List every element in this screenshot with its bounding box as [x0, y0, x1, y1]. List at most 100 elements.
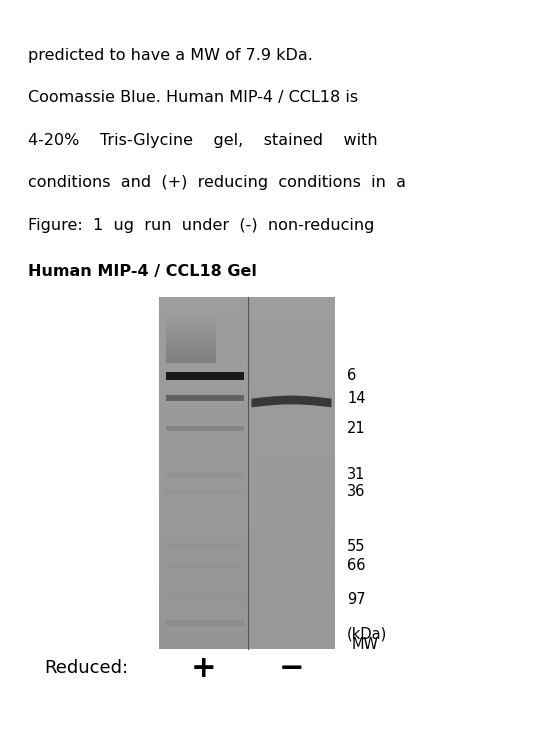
Bar — [166, 339, 216, 340]
Bar — [159, 557, 248, 561]
Bar — [166, 355, 216, 356]
Bar — [248, 452, 335, 455]
Bar — [166, 372, 244, 378]
Bar — [248, 641, 335, 645]
Bar — [248, 621, 335, 624]
Bar — [159, 550, 248, 553]
Bar — [159, 452, 248, 455]
Bar — [248, 522, 335, 526]
Bar — [248, 596, 335, 600]
Bar — [159, 318, 248, 322]
Bar — [248, 504, 335, 508]
Bar — [248, 328, 335, 332]
Bar — [159, 381, 248, 385]
Bar — [248, 582, 335, 586]
Bar — [159, 645, 248, 649]
Bar — [159, 375, 248, 377]
Bar — [248, 550, 335, 553]
Bar — [159, 410, 248, 413]
Bar — [248, 638, 335, 641]
Bar — [159, 586, 248, 589]
Bar — [159, 424, 248, 427]
Bar — [248, 459, 335, 463]
Bar — [248, 392, 335, 395]
Bar — [159, 529, 248, 533]
Bar — [248, 501, 335, 504]
Text: Coomassie Blue. Human MIP-4 / CCL18 is: Coomassie Blue. Human MIP-4 / CCL18 is — [28, 90, 358, 105]
Text: Human MIP-4 / CCL18 Gel: Human MIP-4 / CCL18 Gel — [28, 264, 257, 279]
Bar — [166, 331, 216, 332]
Bar — [159, 455, 248, 459]
Bar — [248, 480, 335, 483]
Bar — [248, 357, 335, 360]
Bar — [159, 600, 248, 603]
Bar — [166, 563, 244, 569]
Bar — [248, 487, 335, 490]
Bar — [248, 473, 335, 476]
Bar — [159, 610, 248, 614]
Bar — [248, 614, 335, 617]
Bar — [159, 617, 248, 621]
Text: predicted to have a MW of 7.9 kDa.: predicted to have a MW of 7.9 kDa. — [28, 48, 313, 62]
Bar — [248, 375, 335, 377]
Bar — [248, 553, 335, 557]
Text: 21: 21 — [347, 421, 365, 436]
Bar — [248, 410, 335, 413]
Bar — [159, 469, 248, 473]
Bar — [248, 476, 335, 480]
Bar — [159, 420, 248, 424]
Bar — [159, 621, 248, 624]
Bar — [159, 575, 248, 578]
Bar — [166, 350, 216, 351]
Bar — [248, 399, 335, 402]
Bar — [159, 512, 248, 515]
Text: 14: 14 — [347, 391, 365, 405]
Bar — [159, 367, 248, 371]
Bar — [159, 635, 248, 638]
Bar — [166, 342, 216, 344]
Bar — [166, 320, 216, 321]
Bar — [159, 592, 248, 596]
Bar — [159, 301, 248, 304]
Bar — [248, 557, 335, 561]
Bar — [159, 508, 248, 512]
Bar — [248, 463, 335, 465]
Bar — [159, 399, 248, 402]
Bar — [159, 515, 248, 518]
Bar — [248, 589, 335, 592]
Bar — [248, 547, 335, 550]
Bar — [159, 402, 248, 406]
Bar — [248, 297, 335, 649]
Bar — [159, 297, 248, 649]
Bar — [166, 317, 216, 319]
Bar — [159, 353, 248, 357]
Bar — [248, 631, 335, 635]
Bar — [248, 307, 335, 311]
Bar — [248, 318, 335, 322]
Bar — [248, 606, 335, 610]
Bar — [248, 455, 335, 459]
Text: 36: 36 — [347, 484, 365, 498]
Bar — [166, 315, 216, 317]
Bar — [248, 515, 335, 518]
Bar — [248, 441, 335, 445]
Bar — [159, 543, 248, 547]
Bar — [166, 349, 216, 350]
Text: 4-20%    Tris-Glycine    gel,    stained    with: 4-20% Tris-Glycine gel, stained with — [28, 133, 378, 147]
Bar — [159, 526, 248, 529]
Bar — [248, 494, 335, 498]
Bar — [159, 518, 248, 522]
Text: Figure:  1  ug  run  under  (-)  non-reducing: Figure: 1 ug run under (-) non-reducing — [28, 218, 374, 232]
Bar — [248, 571, 335, 575]
Bar — [166, 544, 244, 548]
Bar — [166, 620, 244, 626]
Bar — [166, 340, 216, 342]
Bar — [159, 445, 248, 448]
Bar — [248, 367, 335, 371]
Bar — [159, 624, 248, 627]
Bar — [166, 395, 244, 400]
Text: −: − — [278, 654, 304, 683]
Text: conditions  and  (+)  reducing  conditions  in  a: conditions and (+) reducing conditions i… — [28, 175, 406, 190]
Bar — [159, 357, 248, 360]
Bar — [248, 469, 335, 473]
